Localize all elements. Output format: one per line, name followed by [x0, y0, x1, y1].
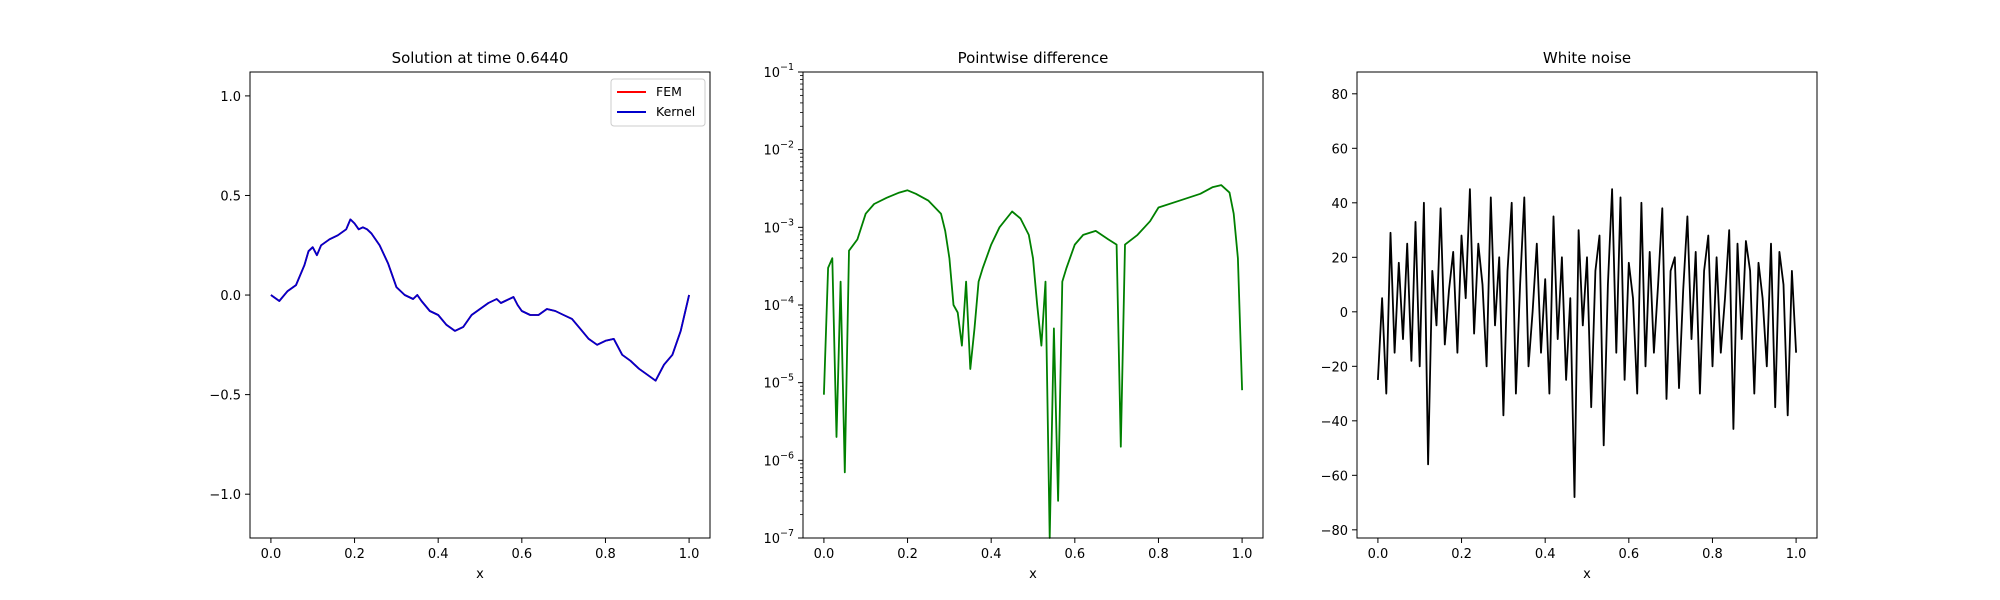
- legend-label-fem: FEM: [656, 84, 682, 99]
- noise-y-tick-label: −20: [1321, 360, 1348, 375]
- difference-x-label: x: [1029, 567, 1037, 582]
- noise-x-tick-label: 0.2: [1451, 547, 1472, 562]
- noise-panel: White noise 0.0 0.2 0.4 0.6 0.8 1.0 −80 −60 −40 −…: [1321, 49, 1818, 582]
- noise-x-tick-label: 0.0: [1368, 547, 1389, 562]
- solution-x-label: x: [476, 567, 484, 582]
- difference-y-tick-label: 10−7: [763, 528, 794, 547]
- difference-panel: Pointwise difference 0.0 0.2 0.4 0.6 0.8 1.0 1…: [763, 49, 1264, 582]
- difference-y-tick-label: 10−1: [763, 62, 794, 81]
- difference-y-tick-label: 10−2: [763, 140, 794, 159]
- solution-x-tick-label: 0.8: [595, 547, 616, 562]
- solution-panel: Solution at time 0.6440 0.0 0.2 0.4 0.6 0.8 1…: [209, 49, 711, 582]
- noise-x-tick-label: 0.4: [1535, 547, 1556, 562]
- difference-y-tick-label: 10−5: [763, 373, 794, 392]
- noise-series-0-line: [1377, 188, 1797, 499]
- solution-title: Solution at time 0.6440: [392, 49, 569, 67]
- difference-y-tick-label: 10−4: [763, 295, 794, 314]
- difference-series-0-line: [823, 184, 1243, 539]
- noise-axes-frame: [1356, 71, 1818, 539]
- legend-box: [610, 78, 706, 127]
- noise-y-tick-label: −40: [1321, 415, 1348, 430]
- difference-x-tick-label: 0.4: [981, 547, 1002, 562]
- noise-x-tick-label: 1.0: [1786, 547, 1807, 562]
- solution-y-tick-label: −1.0: [209, 488, 241, 503]
- noise-y-tick-label: −80: [1321, 524, 1348, 539]
- noise-y-tick-label: 0: [1340, 306, 1348, 321]
- solution-x-tick-label: 0.4: [428, 547, 449, 562]
- noise-x-tick-label: 0.8: [1702, 547, 1723, 562]
- difference-x-tick-label: 0.0: [814, 547, 835, 562]
- noise-y-tick-label: 80: [1331, 88, 1348, 103]
- difference-y-tick-label: 10−3: [763, 217, 794, 236]
- noise-y-tick-label: 60: [1331, 142, 1348, 157]
- solution-y-tick-label: 1.0: [220, 90, 241, 105]
- difference-x-tick-label: 0.8: [1148, 547, 1169, 562]
- difference-title: Pointwise difference: [958, 49, 1109, 67]
- solution-x-tick-label: 0.2: [344, 547, 365, 562]
- noise-x-label: x: [1583, 567, 1591, 582]
- noise-y-tick-label: 20: [1331, 251, 1348, 266]
- solution-x-tick-label: 0.6: [511, 547, 532, 562]
- solution-y-tick-label: 0.5: [220, 189, 241, 204]
- noise-x-tick-label: 0.6: [1618, 547, 1639, 562]
- solution-x-tick-label: 0.0: [261, 547, 282, 562]
- difference-y-tick-label: 10−6: [763, 450, 794, 469]
- legend: FEM Kernel: [610, 78, 706, 127]
- solution-kernel-line: [270, 218, 690, 382]
- noise-title: White noise: [1543, 49, 1631, 67]
- noise-y-tick-label: 40: [1331, 197, 1348, 212]
- solution-axes-frame: [249, 71, 711, 539]
- solution-x-tick-label: 1.0: [679, 547, 700, 562]
- solution-y-tick-label: 0.0: [220, 289, 241, 304]
- solution-y-tick-label: −0.5: [209, 389, 241, 404]
- legend-label-kernel: Kernel: [656, 104, 695, 119]
- difference-x-tick-label: 0.2: [897, 547, 918, 562]
- difference-x-tick-label: 0.6: [1064, 547, 1085, 562]
- noise-y-tick-label: −60: [1321, 469, 1348, 484]
- difference-x-tick-label: 1.0: [1232, 547, 1253, 562]
